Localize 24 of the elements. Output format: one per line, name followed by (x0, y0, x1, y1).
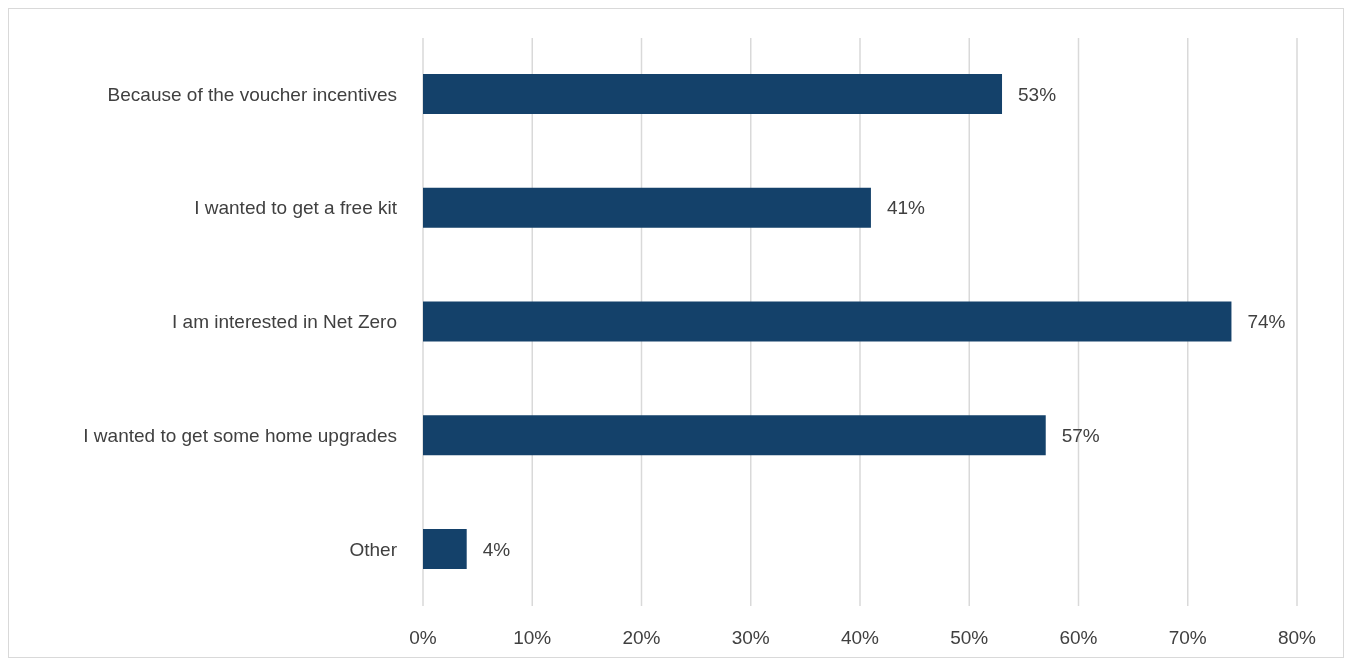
data-label: 74% (1247, 311, 1286, 333)
x-tick-label: 30% (731, 626, 770, 648)
bar (423, 74, 1003, 114)
x-tick-label: 70% (1168, 626, 1207, 648)
bar (423, 415, 1046, 456)
data-label: 4% (482, 538, 511, 560)
data-label: 41% (886, 197, 926, 219)
bar (423, 529, 467, 569)
bar (423, 187, 871, 228)
y-tick-label: Other (349, 538, 398, 560)
y-tick-label: I wanted to get some home upgrades (83, 424, 397, 446)
x-tick-label: 60% (1059, 626, 1098, 648)
data-label: 57% (1061, 424, 1100, 446)
data-label: 53% (1018, 83, 1057, 105)
x-tick-label: 0% (409, 626, 437, 648)
bar (423, 301, 1232, 342)
x-tick-label: 50% (950, 626, 989, 648)
y-tick-label: Because of the voucher incentives (107, 83, 397, 105)
x-tick-label: 20% (622, 626, 661, 648)
y-tick-label: I wanted to get a free kit (194, 197, 398, 219)
y-tick-label: I am interested in Net Zero (172, 311, 397, 333)
x-tick-label: 80% (1277, 626, 1317, 648)
x-tick-label: 40% (840, 626, 880, 648)
x-tick-label: 10% (513, 626, 552, 648)
